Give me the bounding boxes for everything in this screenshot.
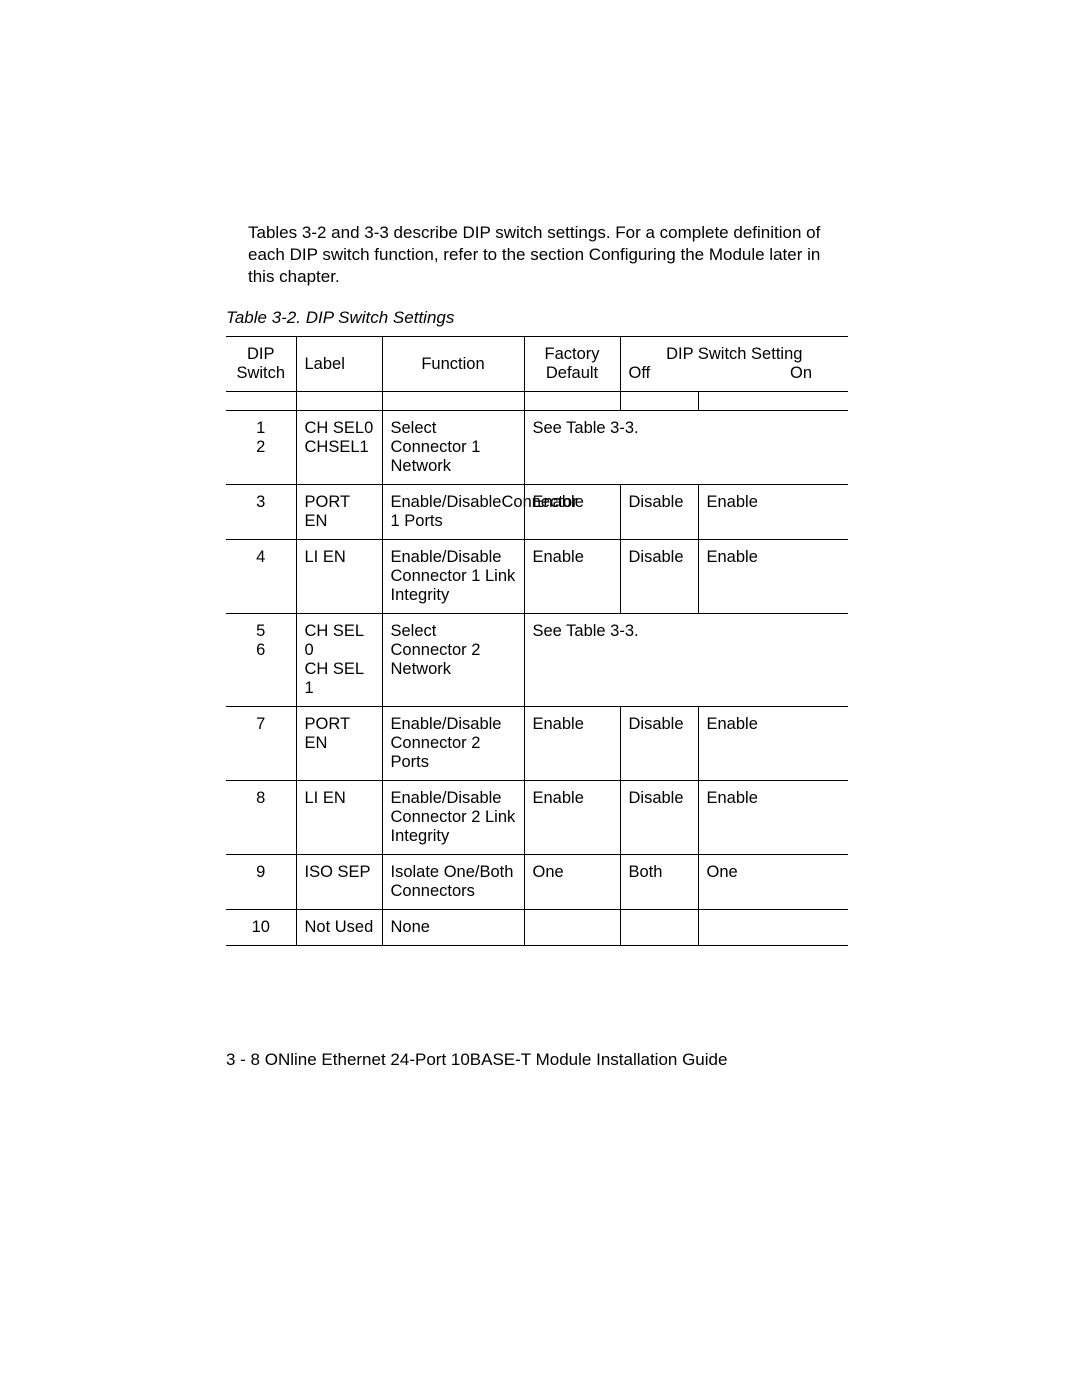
cell-label: LI EN	[296, 781, 382, 855]
cell-dip: 1 2	[226, 411, 296, 485]
cell-on: Enable	[698, 707, 848, 781]
cell-on: Enable	[698, 485, 848, 540]
cell-dip: 10	[226, 910, 296, 946]
cell-span-default: See Table 3-3.	[524, 614, 848, 707]
cell-label: ISO SEP	[296, 855, 382, 910]
cell-default: Enable	[524, 485, 620, 540]
cell-label: CH SEL0 CHSEL1	[296, 411, 382, 485]
cell-off: Both	[620, 855, 698, 910]
cell-dip: 4	[226, 540, 296, 614]
cell-dip: 8	[226, 781, 296, 855]
header-spacer-row	[226, 392, 848, 411]
cell-default: One	[524, 855, 620, 910]
cell-dip: 3	[226, 485, 296, 540]
table-header-row: DIP Switch Label Function Factory Defaul…	[226, 337, 848, 392]
cell-on: One	[698, 855, 848, 910]
cell-default: Enable	[524, 707, 620, 781]
cell-dip: 5 6	[226, 614, 296, 707]
table-caption: Table 3-2. DIP Switch Settings	[226, 308, 454, 328]
cell-on	[698, 910, 848, 946]
cell-default: Enable	[524, 540, 620, 614]
cell-function: Select Connector 1 Network	[382, 411, 524, 485]
col-header-off: Off	[629, 364, 651, 383]
table-row: 5 6 CH SEL 0 CH SEL 1 Select Connector 2…	[226, 614, 848, 707]
table-row: 9 ISO SEP Isolate One/Both Connectors On…	[226, 855, 848, 910]
cell-function: None	[382, 910, 524, 946]
table-row: 4 LI EN Enable/Disable Connector 1 Link …	[226, 540, 848, 614]
cell-dip: 9	[226, 855, 296, 910]
cell-span-default: See Table 3-3.	[524, 411, 848, 485]
cell-function: Isolate One/Both Connectors	[382, 855, 524, 910]
col-header-label: Label	[296, 337, 382, 392]
page: Tables 3-2 and 3-3 describe DIP switch s…	[0, 0, 1080, 1397]
col-header-setting: DIP Switch Setting Off On	[620, 337, 848, 392]
cell-function: Enable/Disable Connector 2 Link Integrit…	[382, 781, 524, 855]
cell-dip: 7	[226, 707, 296, 781]
cell-off	[620, 910, 698, 946]
cell-label: Not Used	[296, 910, 382, 946]
cell-label: PORT EN	[296, 485, 382, 540]
col-header-on: On	[790, 364, 812, 383]
page-footer: 3 - 8 ONline Ethernet 24-Port 10BASE-T M…	[226, 1050, 727, 1070]
cell-off: Disable	[620, 707, 698, 781]
cell-default	[524, 910, 620, 946]
cell-off: Disable	[620, 540, 698, 614]
cell-on: Enable	[698, 781, 848, 855]
cell-label: LI EN	[296, 540, 382, 614]
col-header-function: Function	[382, 337, 524, 392]
table-row: 7 PORT EN Enable/Disable Connector 2 Por…	[226, 707, 848, 781]
cell-function: Enable/Disable Connector 1 Link Integrit…	[382, 540, 524, 614]
cell-off: Disable	[620, 781, 698, 855]
cell-function: Enable/DisableConnector 1 Ports	[382, 485, 524, 540]
cell-on: Enable	[698, 540, 848, 614]
col-header-default: Factory Default	[524, 337, 620, 392]
cell-function: Enable/Disable Connector 2 Ports	[382, 707, 524, 781]
col-header-dip: DIP Switch	[226, 337, 296, 392]
table-row: 1 2 CH SEL0 CHSEL1 Select Connector 1 Ne…	[226, 411, 848, 485]
cell-label: PORT EN	[296, 707, 382, 781]
table-row: 3 PORT EN Enable/DisableConnector 1 Port…	[226, 485, 848, 540]
cell-off: Disable	[620, 485, 698, 540]
dip-switch-table: DIP Switch Label Function Factory Defaul…	[226, 336, 848, 946]
intro-paragraph: Tables 3-2 and 3-3 describe DIP switch s…	[248, 222, 844, 288]
cell-label: CH SEL 0 CH SEL 1	[296, 614, 382, 707]
cell-default: Enable	[524, 781, 620, 855]
table-row: 8 LI EN Enable/Disable Connector 2 Link …	[226, 781, 848, 855]
cell-function: Select Connector 2 Network	[382, 614, 524, 707]
table-row: 10 Not Used None	[226, 910, 848, 946]
col-header-setting-title: DIP Switch Setting	[629, 345, 841, 364]
